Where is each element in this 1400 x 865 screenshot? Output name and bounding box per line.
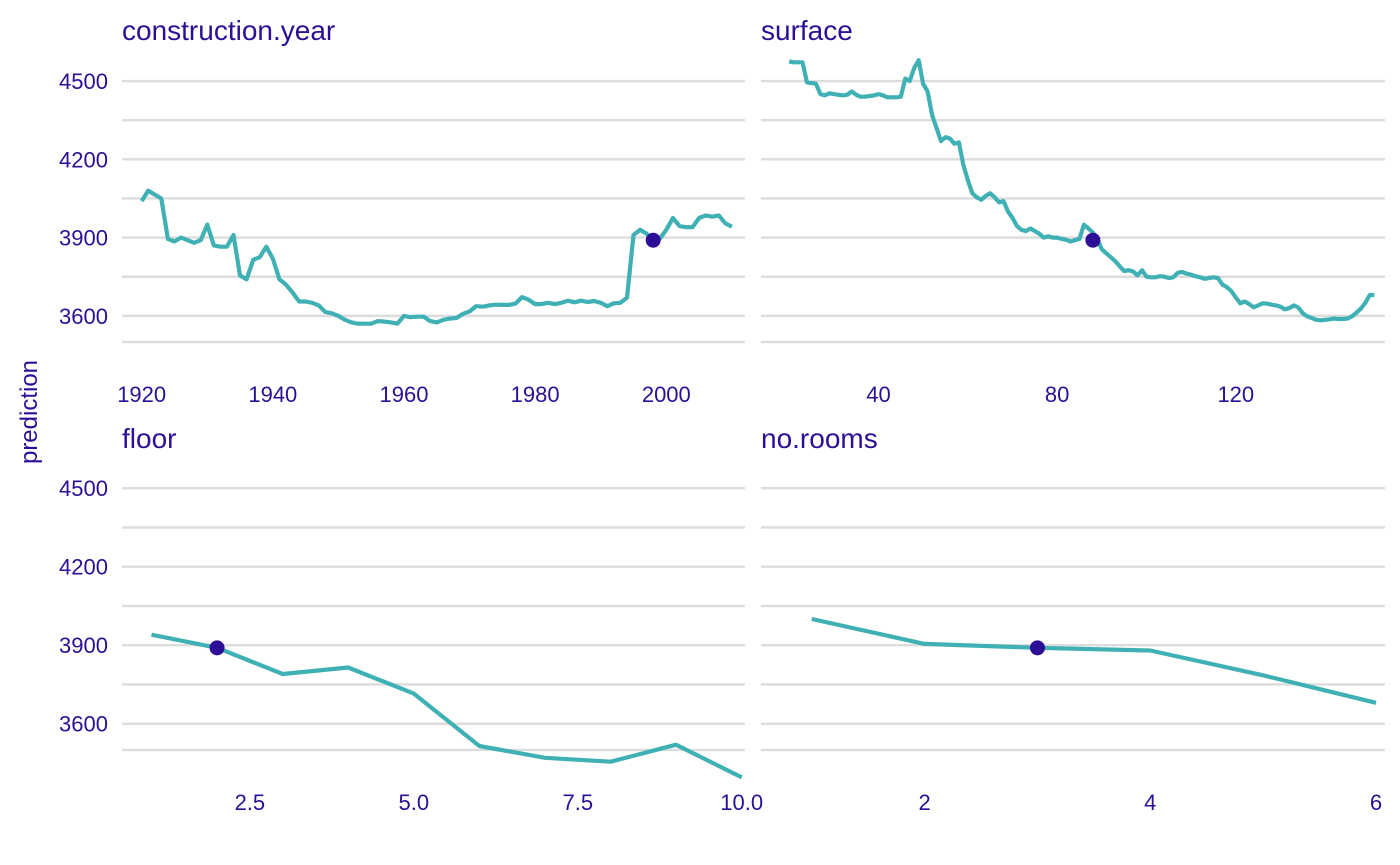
observation-point [1029,640,1045,656]
observation-point [209,640,225,656]
x-tick-label: 1940 [248,382,297,407]
panel-title: no.rooms [761,423,878,454]
x-tick-label: 1980 [511,382,560,407]
y-tick-label: 4500 [59,476,108,501]
panel-construction-year: construction.year 3600 3900 4200 4500 1920 194… [59,15,745,407]
x-tick-label: 10.0 [720,790,763,815]
y-tick-label: 4200 [59,555,108,580]
x-tick-label: 120 [1217,382,1254,407]
y-tick-label: 4500 [59,69,108,94]
observation-point [645,232,661,248]
x-tick-label: 40 [866,382,890,407]
x-tick-label: 2000 [642,382,691,407]
y-tick-label: 3900 [59,226,108,251]
series-line [151,632,743,780]
x-tick-label: 80 [1045,382,1069,407]
observation-point [1085,232,1101,248]
x-tick-label: 1960 [380,382,429,407]
x-tick-label: 1920 [117,382,166,407]
x-tick-label: 7.5 [562,790,593,815]
panel-surface: surface 40 80 120 [761,15,1385,407]
y-tick-label: 3900 [59,633,108,658]
panel-title: construction.year [122,15,335,46]
y-axis-title: prediction [16,360,43,464]
x-tick-label: 4 [1144,790,1156,815]
x-tick-label: 6 [1370,790,1382,815]
x-tick-label: 2 [918,790,930,815]
panel-floor: floor 3600 3900 4200 4500 2.5 5.0 7.5 10.0 [59,423,763,815]
panel-no-rooms: no.rooms 2 4 6 [761,423,1385,815]
panel-title: surface [761,15,853,46]
series-line [811,616,1377,705]
y-tick-label: 4200 [59,147,108,172]
y-tick-label: 3600 [59,712,108,737]
panel-title: floor [122,423,176,454]
series-line [788,58,1375,323]
series-line [139,188,733,326]
x-tick-label: 5.0 [399,790,430,815]
y-tick-label: 3600 [59,304,108,329]
x-tick-label: 2.5 [235,790,266,815]
